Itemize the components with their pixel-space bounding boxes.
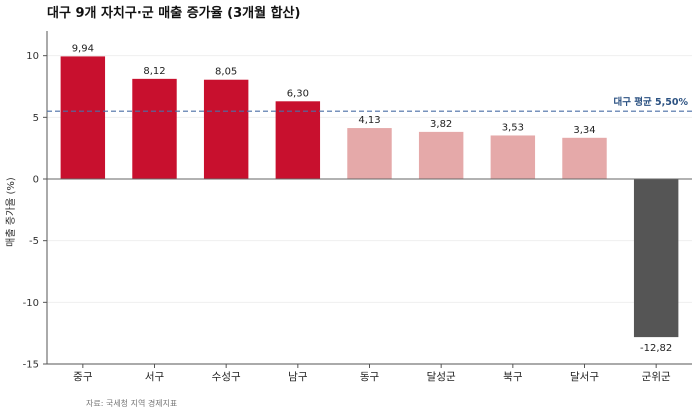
y-tick-label: 0 <box>33 175 39 186</box>
x-tick-label: 동구 <box>360 371 380 383</box>
bar <box>562 137 607 179</box>
bar <box>132 78 177 179</box>
data-label: 3,82 <box>430 119 452 130</box>
bars <box>60 56 679 338</box>
y-tick-label: -5 <box>29 236 39 247</box>
x-tick-label: 남구 <box>288 371 308 383</box>
bar <box>60 56 106 180</box>
y-axis-label: 매출 증가율 (%) <box>5 177 17 247</box>
x-tick-label: 수성구 <box>212 371 241 383</box>
data-label: 3,53 <box>502 122 524 133</box>
bar <box>203 79 249 179</box>
data-label: 4,13 <box>358 115 380 126</box>
y-tick-label: 10 <box>26 51 39 62</box>
x-tick-label: 서구 <box>145 371 165 383</box>
average-reference: 대구 평균 5,50% <box>47 96 692 112</box>
data-label: 8,12 <box>143 66 165 77</box>
y-tick-label: -15 <box>23 360 39 371</box>
data-label: -12,82 <box>640 343 672 354</box>
y-tick-label: 5 <box>33 113 39 124</box>
x-tick-label: 달성군 <box>427 371 456 383</box>
bar <box>347 128 392 179</box>
bar <box>633 179 679 338</box>
x-tick-label: 중구 <box>73 371 93 383</box>
x-tick-label: 달서구 <box>570 371 599 383</box>
y-tick-label: -10 <box>23 298 39 309</box>
data-label: 6,30 <box>287 88 309 99</box>
data-labels: 9,94 8,12 8,05 6,30 4,13 3,82 3,53 3,34 -12,82 <box>72 43 673 354</box>
data-label: 9,94 <box>72 43 94 54</box>
x-tick-label: 북구 <box>503 371 523 383</box>
y-axis-ticks: -15 -10 -5 0 5 10 <box>23 51 47 371</box>
bar <box>418 131 464 179</box>
bar <box>490 135 536 179</box>
source-note: 자료: 국세청 지역 경제지표 <box>86 398 177 408</box>
x-axis-ticks: 중구 서구 수성구 남구 동구 달성군 북구 달서구 군위군 <box>73 364 671 383</box>
bar <box>275 101 321 179</box>
x-tick-label: 군위군 <box>642 370 671 383</box>
chart-title: 대구 9개 자치구·군 매출 증가율 (3개월 합산) <box>47 5 300 21</box>
average-label: 대구 평균 5,50% <box>613 96 688 108</box>
data-label: 8,05 <box>215 67 237 78</box>
data-label: 3,34 <box>573 125 595 136</box>
